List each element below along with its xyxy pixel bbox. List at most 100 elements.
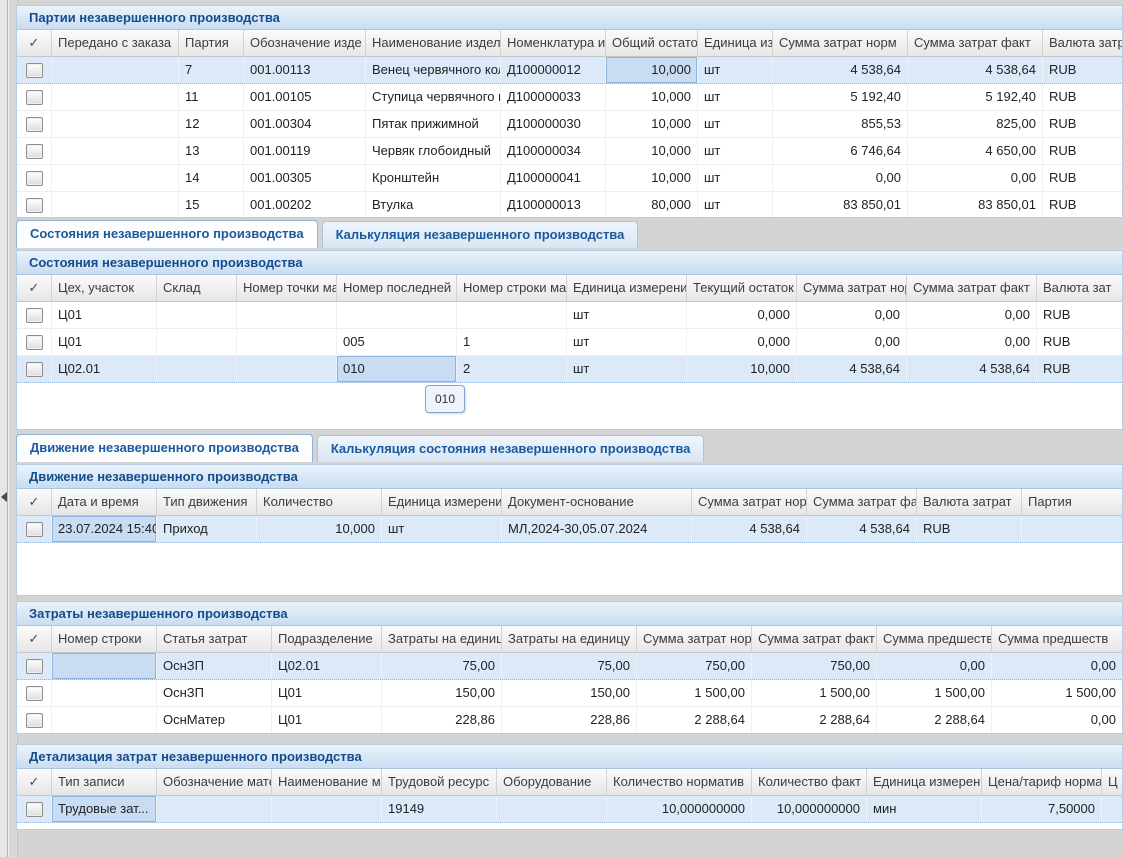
table-cell[interactable]: шт bbox=[567, 356, 687, 382]
table-cell[interactable]: 10,000000000 bbox=[752, 796, 867, 822]
row-select-cell[interactable] bbox=[17, 192, 52, 217]
row-select-cell[interactable] bbox=[17, 111, 52, 137]
table-cell[interactable] bbox=[52, 192, 179, 217]
column-header[interactable]: Единица измерени bbox=[382, 489, 502, 516]
table-cell[interactable] bbox=[52, 680, 157, 706]
table-cell[interactable]: Ц01 bbox=[52, 302, 157, 328]
row-checkbox[interactable] bbox=[25, 334, 43, 350]
table-cell[interactable]: 001.00202 bbox=[244, 192, 366, 217]
column-header[interactable]: Номер строки мар bbox=[457, 275, 567, 302]
row-checkbox[interactable] bbox=[25, 712, 43, 728]
table-cell[interactable]: 0,000 bbox=[687, 302, 797, 328]
table-cell[interactable]: 0,00 bbox=[773, 165, 908, 191]
table-cell[interactable]: 001.00304 bbox=[244, 111, 366, 137]
table-cell[interactable]: 7 bbox=[179, 57, 244, 83]
column-header[interactable]: Сумма предшеств bbox=[992, 626, 1122, 653]
table-cell[interactable]: 4 538,64 bbox=[797, 356, 907, 382]
table-cell[interactable]: шт bbox=[567, 329, 687, 355]
column-header[interactable]: Партия bbox=[179, 30, 244, 57]
row-select-cell[interactable] bbox=[17, 707, 52, 733]
table-cell[interactable]: 4 538,64 bbox=[907, 356, 1037, 382]
table-cell[interactable] bbox=[157, 796, 272, 822]
table-cell[interactable]: МЛ,2024-30,05.07.2024 bbox=[502, 516, 692, 542]
table-cell[interactable]: RUB bbox=[1043, 57, 1122, 83]
table-cell[interactable]: 13 bbox=[179, 138, 244, 164]
table-cell[interactable]: мин bbox=[867, 796, 982, 822]
table-cell[interactable]: 80,000 bbox=[606, 192, 698, 217]
column-header[interactable]: Сумма затрат факт bbox=[807, 489, 917, 516]
table-cell[interactable]: Кронштейн bbox=[366, 165, 501, 191]
table-cell[interactable]: 0,00 bbox=[992, 707, 1122, 733]
table-cell[interactable]: 4 538,64 bbox=[692, 516, 807, 542]
table-cell[interactable]: 0,00 bbox=[797, 302, 907, 328]
table-cell[interactable]: 10,000 bbox=[606, 165, 698, 191]
column-header[interactable]: Номер строки bbox=[52, 626, 157, 653]
table-cell[interactable]: Трудовые зат... bbox=[52, 796, 157, 822]
column-header[interactable]: Текущий остаток bbox=[687, 275, 797, 302]
table-cell[interactable]: Венец червячного кол... bbox=[366, 57, 501, 83]
column-header[interactable]: Тип записи bbox=[52, 769, 157, 796]
row-checkbox[interactable] bbox=[25, 307, 43, 323]
table-row[interactable]: Ц01 005 1 шт 0,000 0,00 0,00 RUB bbox=[17, 329, 1122, 356]
table-cell[interactable]: 15 bbox=[179, 192, 244, 217]
table-cell[interactable]: 150,00 bbox=[382, 680, 502, 706]
column-header[interactable]: Единица измерени bbox=[567, 275, 687, 302]
table-cell[interactable]: 001.00119 bbox=[244, 138, 366, 164]
table-cell[interactable]: 1 500,00 bbox=[637, 680, 752, 706]
table-cell[interactable]: 001.00105 bbox=[244, 84, 366, 110]
table-cell[interactable] bbox=[157, 356, 237, 382]
table-row[interactable]: ОснМатер Ц01 228,86 228,86 2 288,64 2 288,64 2… bbox=[17, 707, 1122, 733]
table-cell[interactable]: ОснЗП bbox=[157, 680, 272, 706]
select-all-header[interactable]: ✓ bbox=[17, 626, 52, 653]
table-cell[interactable]: 4 538,64 bbox=[807, 516, 917, 542]
table-row[interactable]: 14 001.00305 Кронштейн Д100000041 10,000 шт 0,… bbox=[17, 165, 1122, 192]
row-select-cell[interactable] bbox=[17, 680, 52, 706]
table-cell[interactable] bbox=[52, 165, 179, 191]
table-cell[interactable]: Ц02.01 bbox=[52, 356, 157, 382]
column-header[interactable]: Валюта затр bbox=[1043, 30, 1122, 57]
table-cell[interactable]: шт bbox=[698, 84, 773, 110]
row-checkbox[interactable] bbox=[25, 143, 43, 159]
column-header[interactable]: Валюта затрат bbox=[917, 489, 1022, 516]
column-header[interactable]: Единица изм bbox=[698, 30, 773, 57]
table-cell[interactable]: ОснЗП bbox=[157, 653, 272, 679]
table-cell[interactable]: шт bbox=[382, 516, 502, 542]
table-cell[interactable] bbox=[237, 302, 337, 328]
row-select-cell[interactable] bbox=[17, 302, 52, 328]
column-header[interactable]: Трудовой ресурс bbox=[382, 769, 497, 796]
table-cell[interactable] bbox=[237, 329, 337, 355]
table-cell[interactable]: шт bbox=[698, 192, 773, 217]
table-cell[interactable]: ОснМатер bbox=[157, 707, 272, 733]
table-cell[interactable]: 2 288,64 bbox=[877, 707, 992, 733]
table-cell[interactable] bbox=[157, 329, 237, 355]
table-cell[interactable] bbox=[52, 707, 157, 733]
table-cell[interactable] bbox=[52, 138, 179, 164]
table-cell[interactable]: шт bbox=[698, 138, 773, 164]
table-cell[interactable]: Ц01 bbox=[272, 680, 382, 706]
column-header[interactable]: Сумма предшеству bbox=[877, 626, 992, 653]
table-cell[interactable]: 14 bbox=[179, 165, 244, 191]
row-select-cell[interactable] bbox=[17, 653, 52, 679]
table-cell[interactable]: Приход bbox=[157, 516, 257, 542]
table-cell[interactable]: 11 bbox=[179, 84, 244, 110]
column-header[interactable]: Общий остаток . bbox=[606, 30, 698, 57]
column-header[interactable]: Количество норматив bbox=[607, 769, 752, 796]
column-header[interactable]: Статья затрат bbox=[157, 626, 272, 653]
row-checkbox[interactable] bbox=[25, 116, 43, 132]
table-cell[interactable]: 4 538,64 bbox=[773, 57, 908, 83]
table-cell[interactable]: шт bbox=[698, 165, 773, 191]
table-cell[interactable]: RUB bbox=[1043, 84, 1122, 110]
table-cell[interactable] bbox=[157, 302, 237, 328]
table-row[interactable]: 12 001.00304 Пятак прижимной Д100000030 10,0… bbox=[17, 111, 1122, 138]
row-select-cell[interactable] bbox=[17, 138, 52, 164]
row-select-cell[interactable] bbox=[17, 165, 52, 191]
table-cell[interactable]: 1 bbox=[457, 329, 567, 355]
row-select-cell[interactable] bbox=[17, 57, 52, 83]
table-cell[interactable]: 4 650,00 bbox=[908, 138, 1043, 164]
select-all-header[interactable]: ✓ bbox=[17, 275, 52, 302]
table-cell[interactable]: 10,000000000 bbox=[607, 796, 752, 822]
row-checkbox[interactable] bbox=[25, 361, 43, 377]
row-select-cell[interactable] bbox=[17, 84, 52, 110]
column-header[interactable]: Передано с заказа bbox=[52, 30, 179, 57]
table-cell[interactable]: Д100000034 bbox=[501, 138, 606, 164]
